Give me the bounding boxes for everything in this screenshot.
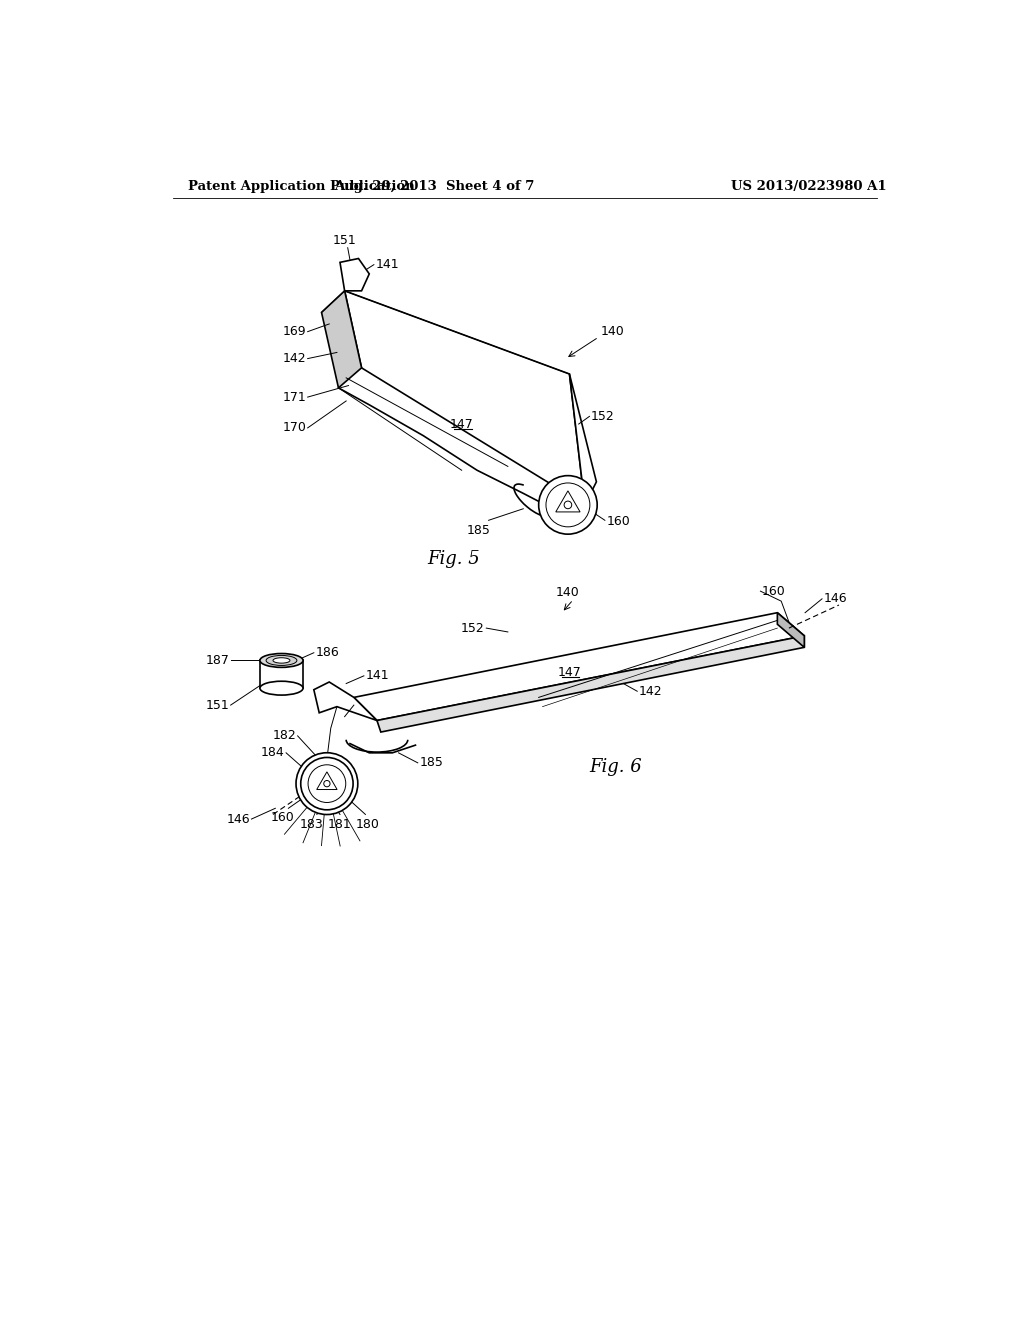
Polygon shape (260, 660, 303, 688)
Text: 147: 147 (558, 667, 582, 680)
Text: Aug. 29, 2013  Sheet 4 of 7: Aug. 29, 2013 Sheet 4 of 7 (335, 181, 535, 194)
Text: 146: 146 (226, 813, 250, 825)
Text: 183: 183 (300, 817, 324, 830)
Polygon shape (340, 259, 370, 290)
Circle shape (324, 780, 330, 787)
Text: 160: 160 (271, 812, 295, 825)
Circle shape (539, 475, 597, 535)
Ellipse shape (260, 653, 303, 668)
Text: 152: 152 (591, 409, 614, 422)
Text: 185: 185 (419, 756, 443, 770)
Text: 170: 170 (283, 421, 306, 434)
Text: 184: 184 (261, 746, 285, 759)
Text: 140: 140 (600, 325, 624, 338)
Text: 187: 187 (205, 653, 229, 667)
Text: 186: 186 (315, 647, 339, 659)
Text: 185: 185 (467, 524, 490, 537)
Polygon shape (354, 612, 804, 721)
Text: 142: 142 (283, 352, 306, 366)
Text: US 2013/0223980 A1: US 2013/0223980 A1 (731, 181, 887, 194)
Text: 152: 152 (461, 622, 484, 635)
Text: 146: 146 (823, 593, 847, 606)
Text: Fig. 6: Fig. 6 (589, 758, 642, 776)
Polygon shape (569, 374, 596, 506)
Text: 141: 141 (366, 669, 389, 682)
Ellipse shape (273, 657, 290, 663)
Circle shape (564, 502, 571, 508)
Polygon shape (345, 290, 585, 506)
Text: 182: 182 (272, 730, 296, 742)
Circle shape (296, 752, 357, 814)
Text: 151: 151 (333, 234, 356, 247)
Text: 151: 151 (206, 698, 229, 711)
Circle shape (301, 758, 353, 810)
Ellipse shape (260, 681, 303, 696)
Polygon shape (313, 682, 377, 721)
Text: 160: 160 (606, 515, 630, 528)
Text: 147: 147 (450, 417, 473, 430)
Text: 142: 142 (639, 685, 663, 698)
Text: 160: 160 (762, 585, 785, 598)
Text: Patent Application Publication: Patent Application Publication (188, 181, 415, 194)
Text: 180: 180 (355, 817, 380, 830)
Text: 181: 181 (328, 817, 352, 830)
Text: 169: 169 (283, 325, 306, 338)
Text: 141: 141 (376, 259, 399, 271)
Polygon shape (322, 290, 361, 388)
Polygon shape (777, 612, 804, 647)
Polygon shape (377, 636, 804, 733)
Text: 140: 140 (556, 586, 580, 599)
Ellipse shape (266, 656, 297, 665)
Text: 171: 171 (283, 391, 306, 404)
Text: Fig. 5: Fig. 5 (428, 550, 480, 568)
